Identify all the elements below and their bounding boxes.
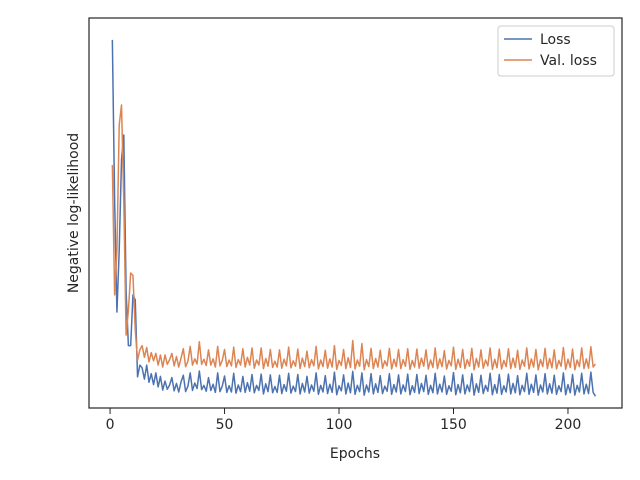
line-series <box>111 104 597 371</box>
x-tick-label: 0 <box>106 417 115 433</box>
x-axis-label: Epochs <box>330 446 380 462</box>
line-series <box>111 39 597 397</box>
y-axis-label: Negative log-likelihood <box>66 133 82 293</box>
legend-label: Loss <box>540 32 571 48</box>
legend-label: Val. loss <box>540 53 597 69</box>
x-tick-label: 200 <box>555 417 582 433</box>
plot-frame <box>88 17 623 409</box>
x-tick-label: 150 <box>440 417 467 433</box>
x-tick-label: 50 <box>216 417 234 433</box>
x-tick-label: 100 <box>326 417 353 433</box>
